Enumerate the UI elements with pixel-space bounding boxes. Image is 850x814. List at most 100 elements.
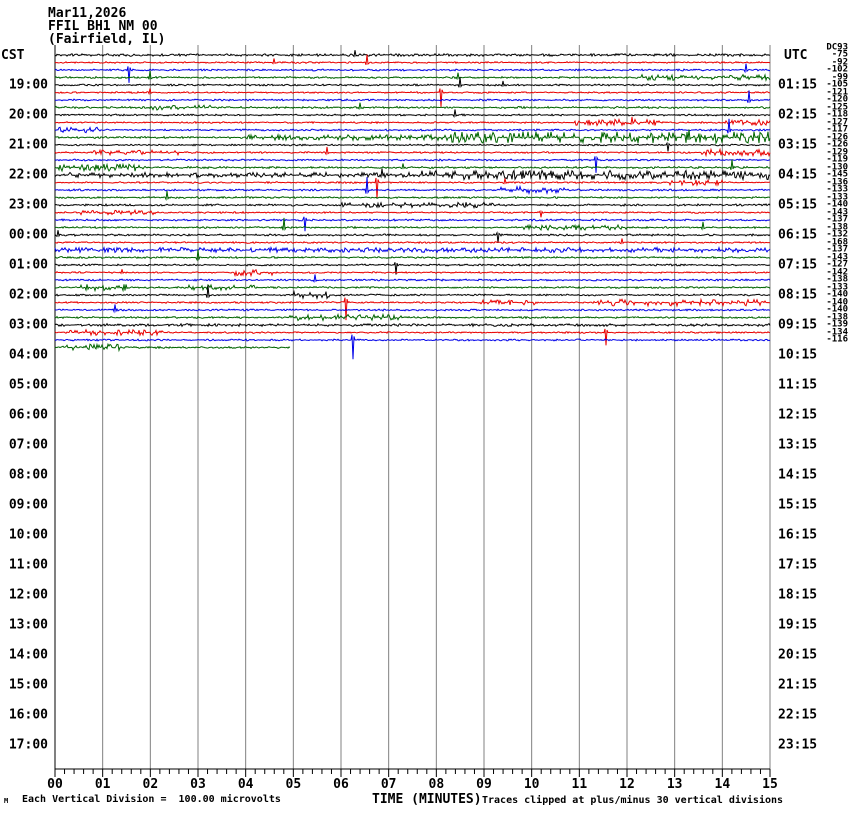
minute-label: 06 xyxy=(333,777,349,792)
dc-value: -75 xyxy=(831,49,848,60)
cst-label: 15:00 xyxy=(8,677,48,693)
utc-label: 04:15 xyxy=(778,167,818,183)
scale-note: Each Vertical Division = 100.00 microvol… xyxy=(22,794,281,805)
dc-value: -127 xyxy=(826,259,848,270)
minute-label: 08 xyxy=(428,777,445,792)
cst-label: 22:00 xyxy=(8,167,48,183)
cst-label: 21:00 xyxy=(8,137,48,153)
dc-value: -142 xyxy=(826,267,848,277)
seismic-trace-0200-cst xyxy=(54,285,771,300)
seismic-trace-2300-cst xyxy=(54,201,771,209)
seismic-trace-2100-cst xyxy=(54,141,771,152)
seismic-trace-0115-cst xyxy=(54,268,771,278)
utc-label: 03:15 xyxy=(778,137,818,153)
seismic-trace-2115-cst xyxy=(54,146,771,158)
seismic-trace-2330-cst xyxy=(54,216,770,232)
corner-mark: M xyxy=(4,797,9,805)
plot-date: Mar11,2026 xyxy=(48,6,127,21)
minute-label: 04 xyxy=(237,777,254,792)
cst-label: 20:00 xyxy=(8,107,48,123)
utc-label: 19:15 xyxy=(778,617,818,633)
seismic-trace-2030-cst xyxy=(54,118,771,134)
utc-label: 11:15 xyxy=(778,377,818,393)
seismic-trace-0145-cst xyxy=(54,283,771,293)
utc-label: 22:15 xyxy=(778,707,818,723)
minute-label: 09 xyxy=(476,777,492,792)
cst-label: 03:00 xyxy=(8,317,48,333)
seismic-trace-2145-cst xyxy=(54,159,771,173)
dc-value: -92 xyxy=(831,57,848,67)
minute-label: 12 xyxy=(619,777,635,792)
cst-label: 09:00 xyxy=(8,497,48,513)
dc-value: -140 xyxy=(826,199,848,210)
minute-label: 07 xyxy=(380,777,397,792)
dc-value: -143 xyxy=(826,207,848,217)
utc-label: 02:15 xyxy=(778,107,818,123)
dc-value: -137 xyxy=(826,244,848,255)
utc-label: 06:15 xyxy=(778,227,818,243)
cst-label: 16:00 xyxy=(8,707,48,723)
dc-value: -138 xyxy=(826,274,848,285)
dc-value: -134 xyxy=(826,327,848,337)
seismic-trace-1800-cst xyxy=(54,50,771,58)
cst-label: 02:00 xyxy=(8,287,48,303)
seismic-trace-2230-cst xyxy=(54,177,771,196)
cst-label: 13:00 xyxy=(8,617,48,633)
cst-label: 05:00 xyxy=(8,377,48,393)
dc-value: -145 xyxy=(826,169,848,180)
dc-value: -138 xyxy=(826,312,848,322)
minute-label: 14 xyxy=(714,777,731,792)
seismic-trace-0030-cst xyxy=(54,246,771,254)
seismic-trace-0245-cst xyxy=(54,312,771,322)
minute-label: 01 xyxy=(94,777,111,792)
dc-value: -138 xyxy=(826,222,848,232)
cst-label: 07:00 xyxy=(8,437,48,453)
dc-value: -133 xyxy=(826,192,848,202)
dc-value: -126 xyxy=(826,132,848,142)
minute-label: 11 xyxy=(571,777,588,792)
dc-value: -99 xyxy=(831,72,848,82)
seismic-trace-2130-cst xyxy=(54,155,771,173)
seismic-trace-0300-cst xyxy=(54,322,771,328)
dc-value: -117 xyxy=(826,124,848,135)
utc-label: 18:15 xyxy=(778,587,818,603)
cst-label: 19:00 xyxy=(8,77,48,93)
seismic-trace-2215-cst xyxy=(54,177,771,199)
seismic-trace-0230-cst xyxy=(54,304,771,314)
dc-value: -140 xyxy=(826,297,848,307)
cst-label: 14:00 xyxy=(8,647,48,663)
seismic-trace-2345-cst xyxy=(54,217,771,231)
dc-value: -130 xyxy=(826,162,848,172)
seismic-trace-1830-cst xyxy=(54,63,771,83)
utc-label: 23:15 xyxy=(778,737,818,753)
utc-label: 13:15 xyxy=(778,437,818,453)
utc-label: 12:15 xyxy=(778,407,818,423)
utc-label: 01:15 xyxy=(778,77,818,93)
dc-value: -116 xyxy=(826,334,848,345)
utc-label: 16:15 xyxy=(778,527,818,543)
dc-value: -168 xyxy=(826,237,848,247)
minute-label: 10 xyxy=(523,777,540,792)
seismic-trace-0000-cst xyxy=(54,230,771,244)
seismic-trace-1815-cst xyxy=(54,54,771,66)
dc-value: DC93 xyxy=(826,42,848,52)
seismic-trace-1945-cst xyxy=(54,102,771,111)
cst-label: 00:00 xyxy=(8,227,48,243)
cst-label: 11:00 xyxy=(8,557,48,573)
dc-value: -125 xyxy=(826,102,848,112)
utc-label: 07:15 xyxy=(778,257,818,273)
seismic-trace-0315-cst xyxy=(54,328,771,346)
dc-value: -126 xyxy=(826,139,848,150)
seismic-trace-2000-cst xyxy=(54,109,771,119)
dc-value: -140 xyxy=(826,289,848,300)
seismic-trace-0330-cst xyxy=(55,334,771,360)
dc-value: -139 xyxy=(826,319,848,330)
cst-label: 04:00 xyxy=(8,347,48,363)
utc-label: 10:15 xyxy=(778,347,818,363)
dc-value: -118 xyxy=(826,109,848,120)
utc-label: 09:15 xyxy=(778,317,818,333)
station-location: (Fairfield, IL) xyxy=(48,32,166,47)
cst-label: 10:00 xyxy=(8,527,48,543)
cst-label: 01:00 xyxy=(8,257,48,273)
